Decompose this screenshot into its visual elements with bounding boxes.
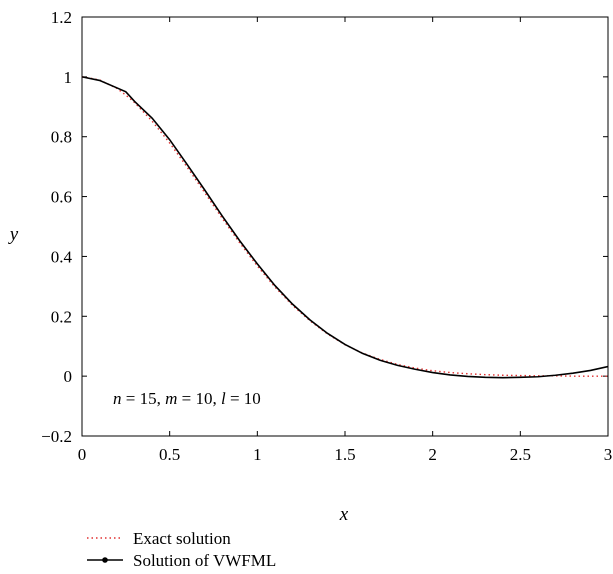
x-axis-label: x xyxy=(339,504,349,525)
annotation-part: = 10, xyxy=(177,389,221,408)
y-tick-label: 0.6 xyxy=(51,188,72,207)
legend-label: Solution of VWFML xyxy=(133,551,276,570)
x-tick-label: 1.5 xyxy=(334,445,355,464)
x-tick-label: 2 xyxy=(428,445,437,464)
annotation-part: l xyxy=(221,389,226,408)
y-tick-label: 0.8 xyxy=(51,128,72,147)
axis-ticks: 0 0.5 1 1.5 2 2.5 3 1.2 1 0.8 0.6 0.4 0.2 0 −0.2 xyxy=(41,8,612,464)
x-tick-label: 3 xyxy=(604,445,613,464)
annotation-part: = 15, xyxy=(122,389,166,408)
x-tick-label: 2.5 xyxy=(510,445,531,464)
y-tick-label: 1.2 xyxy=(51,8,72,27)
series-line-exact-solution xyxy=(82,76,608,377)
y-tick-label: 0.2 xyxy=(51,307,72,326)
legend-marker-vwfml xyxy=(102,557,108,563)
plot-frame xyxy=(81,16,609,437)
annotation-part: = 10 xyxy=(226,389,261,408)
annotation-part: n xyxy=(113,389,122,408)
parameter-annotation: n = 15, m = 10, l = 10 xyxy=(113,389,261,408)
series-lines xyxy=(82,76,608,379)
y-tick-label: 1 xyxy=(64,68,73,87)
legend: Exact solution Solution of VWFML xyxy=(87,529,276,570)
y-tick-label: 0.4 xyxy=(51,247,73,266)
x-tick-label: 0.5 xyxy=(159,445,180,464)
x-tick-label: 1 xyxy=(253,445,262,464)
x-tick-label: 0 xyxy=(78,445,87,464)
y-axis-label: y xyxy=(8,224,19,245)
annotation-part: m xyxy=(165,389,177,408)
y-tick-label: −0.2 xyxy=(41,427,72,446)
legend-label: Exact solution xyxy=(133,529,231,548)
plot-frame-box xyxy=(81,16,609,437)
y-tick-label: 0 xyxy=(64,367,73,386)
series-line-solution-of-vwfml xyxy=(82,76,608,379)
